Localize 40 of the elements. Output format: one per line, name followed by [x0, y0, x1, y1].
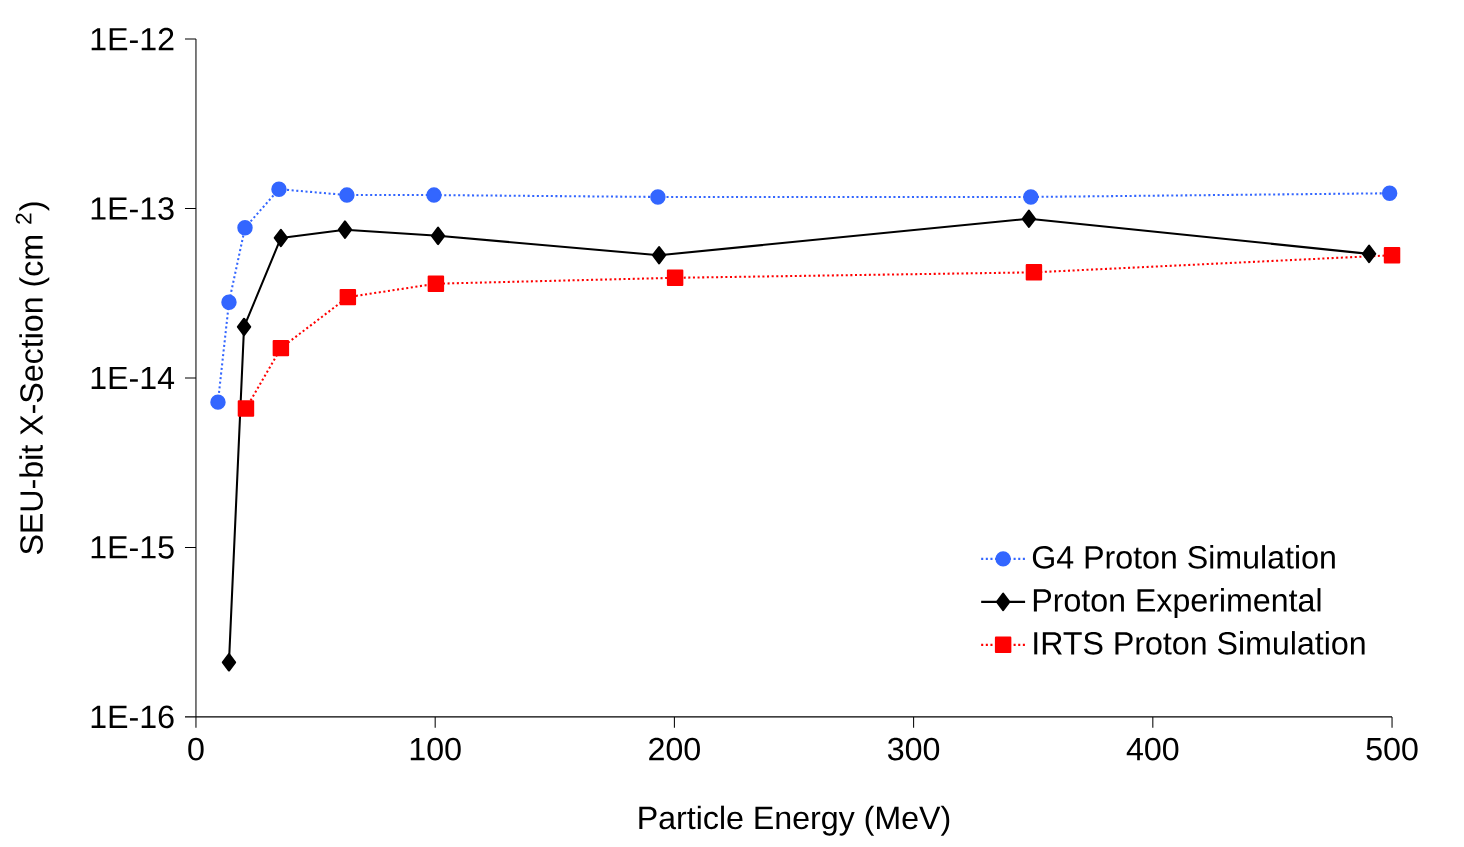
point — [426, 187, 442, 203]
x-tick-label: 100 — [410, 737, 461, 761]
point — [236, 317, 252, 337]
point — [1021, 209, 1037, 229]
y-tick-label: 1E-12 — [91, 27, 174, 51]
y-axis-title: SEU-bit X-Section (cm $^{2}$) — [15, 202, 50, 555]
point — [427, 275, 445, 292]
x-tick-label: 400 — [1126, 737, 1179, 761]
y-tick-label: 1E-14 — [91, 366, 175, 390]
x-tick-label: 200 — [649, 737, 700, 761]
x-tick-label: 300 — [887, 737, 940, 761]
point — [1381, 185, 1398, 202]
point — [272, 339, 290, 357]
y-tick-label: 1E-16 — [91, 705, 174, 729]
point — [237, 400, 255, 417]
legend-label: Proton Experimental — [1033, 588, 1321, 619]
point — [1361, 244, 1377, 264]
point — [339, 187, 355, 203]
point — [237, 220, 253, 236]
point — [221, 653, 237, 672]
x-axis-title: Particle Energy (MeV) — [639, 805, 950, 836]
y-tick-label: 1E-15 — [91, 536, 174, 559]
point — [271, 181, 287, 197]
x-tick-label: 500 — [1366, 737, 1418, 761]
point — [1025, 264, 1043, 281]
x-tick-label: 0 — [188, 737, 204, 761]
legend-label: G4 Proton Simulation — [1032, 545, 1335, 569]
point — [1383, 247, 1401, 264]
point — [210, 394, 226, 410]
point — [221, 294, 237, 310]
point — [337, 220, 353, 239]
point — [1023, 189, 1039, 205]
point — [666, 269, 684, 287]
point — [273, 228, 289, 248]
point — [430, 226, 446, 246]
point — [651, 246, 667, 265]
legend-label: IRTS Proton Simulation — [1034, 631, 1365, 655]
y-tick-label: 1E-13 — [91, 197, 174, 220]
point — [339, 288, 357, 306]
point — [650, 189, 666, 205]
